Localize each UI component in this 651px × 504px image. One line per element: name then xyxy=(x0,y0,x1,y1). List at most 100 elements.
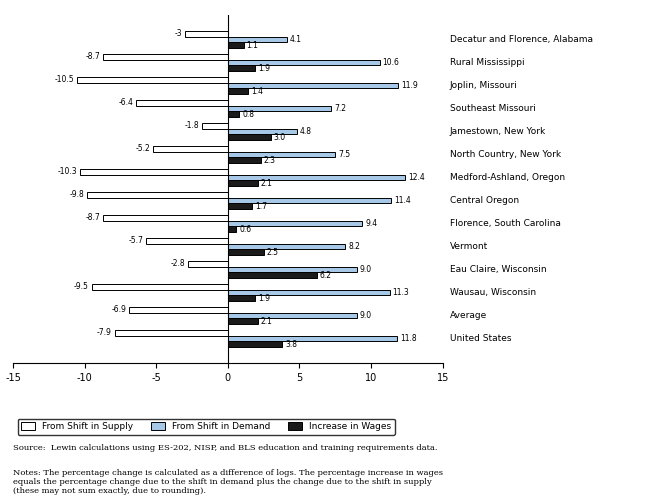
Text: 11.8: 11.8 xyxy=(400,334,417,343)
Text: Average: Average xyxy=(450,311,487,320)
Bar xyxy=(104,215,228,221)
Bar xyxy=(228,312,357,319)
Text: Decatur and Florence, Alabama: Decatur and Florence, Alabama xyxy=(450,35,593,44)
Text: -2.8: -2.8 xyxy=(171,259,185,268)
Text: 9.0: 9.0 xyxy=(359,311,372,320)
Text: Medford-Ashland, Oregon: Medford-Ashland, Oregon xyxy=(450,173,565,182)
Text: 11.3: 11.3 xyxy=(393,288,409,297)
Text: 3.8: 3.8 xyxy=(285,340,297,349)
Text: 1.4: 1.4 xyxy=(251,87,263,96)
Text: -1.8: -1.8 xyxy=(185,121,199,130)
Text: 6.2: 6.2 xyxy=(320,271,331,280)
Legend: From Shift in Supply, From Shift in Demand, Increase in Wages: From Shift in Supply, From Shift in Dema… xyxy=(18,418,395,435)
Bar xyxy=(185,31,228,37)
Text: 12.4: 12.4 xyxy=(408,173,425,182)
Bar xyxy=(80,169,228,174)
Text: -6.9: -6.9 xyxy=(111,305,126,314)
Text: Florence, South Carolina: Florence, South Carolina xyxy=(450,219,561,228)
Text: 1.7: 1.7 xyxy=(255,202,267,211)
Bar xyxy=(228,88,248,94)
Bar xyxy=(146,238,228,243)
Text: -5.2: -5.2 xyxy=(136,144,150,153)
Bar xyxy=(228,66,255,71)
Text: Wausau, Wisconsin: Wausau, Wisconsin xyxy=(450,288,536,297)
Text: Rural Mississippi: Rural Mississippi xyxy=(450,58,525,67)
Bar xyxy=(228,198,391,204)
Bar xyxy=(228,59,380,66)
Text: 7.2: 7.2 xyxy=(334,104,346,113)
Text: 10.6: 10.6 xyxy=(383,58,400,67)
Bar xyxy=(154,146,228,152)
Bar xyxy=(228,106,331,111)
Bar xyxy=(228,221,363,226)
Text: -6.4: -6.4 xyxy=(118,98,133,107)
Text: 11.4: 11.4 xyxy=(394,196,411,205)
Text: 4.1: 4.1 xyxy=(290,35,301,44)
Bar xyxy=(228,152,335,157)
Text: 1.9: 1.9 xyxy=(258,64,270,73)
Bar xyxy=(228,290,390,295)
Text: Vermont: Vermont xyxy=(450,242,488,251)
Text: 11.9: 11.9 xyxy=(401,81,418,90)
Text: 0.6: 0.6 xyxy=(240,225,251,234)
Text: North Country, New York: North Country, New York xyxy=(450,150,561,159)
Bar xyxy=(77,77,228,83)
Text: 2.3: 2.3 xyxy=(264,156,275,165)
Bar xyxy=(129,307,228,312)
Text: -8.7: -8.7 xyxy=(86,213,100,222)
Text: 9.4: 9.4 xyxy=(365,219,378,228)
Text: -3: -3 xyxy=(174,29,182,38)
Text: Notes: The percentage change is calculated as a difference of logs. The percenta: Notes: The percentage change is calculat… xyxy=(13,469,443,495)
Text: 9.0: 9.0 xyxy=(359,265,372,274)
Text: -8.7: -8.7 xyxy=(86,52,100,61)
Bar xyxy=(228,157,261,163)
Text: -9.8: -9.8 xyxy=(70,190,85,199)
Bar xyxy=(136,100,228,106)
Text: 2.1: 2.1 xyxy=(261,317,273,326)
Bar xyxy=(228,37,286,42)
Text: 4.8: 4.8 xyxy=(299,127,311,136)
Text: Eau Claire, Wisconsin: Eau Claire, Wisconsin xyxy=(450,265,546,274)
Bar xyxy=(228,111,240,117)
Bar xyxy=(228,295,255,301)
Text: -10.5: -10.5 xyxy=(55,75,75,84)
Text: Southeast Missouri: Southeast Missouri xyxy=(450,104,536,113)
Text: -7.9: -7.9 xyxy=(97,328,112,337)
Bar xyxy=(228,226,236,232)
Bar xyxy=(228,341,283,347)
Text: Joplin, Missouri: Joplin, Missouri xyxy=(450,81,518,90)
Text: 0.8: 0.8 xyxy=(242,110,254,119)
Bar xyxy=(228,249,264,255)
Bar xyxy=(87,192,228,198)
Bar xyxy=(228,272,316,278)
Bar xyxy=(228,83,398,88)
Bar xyxy=(228,243,345,249)
Text: -5.7: -5.7 xyxy=(128,236,143,245)
Text: 8.2: 8.2 xyxy=(348,242,360,251)
Text: -10.3: -10.3 xyxy=(58,167,77,176)
Text: 2.5: 2.5 xyxy=(266,248,279,257)
Bar xyxy=(92,284,228,290)
Bar xyxy=(202,123,228,129)
Bar xyxy=(228,336,397,341)
Bar xyxy=(228,180,258,186)
Bar xyxy=(104,54,228,59)
Bar xyxy=(228,267,357,272)
Text: Source:  Lewin calculations using ES-202, NISP, and BLS education and training r: Source: Lewin calculations using ES-202,… xyxy=(13,444,437,452)
Bar xyxy=(228,135,271,140)
Bar xyxy=(228,42,243,48)
Text: Jamestown, New York: Jamestown, New York xyxy=(450,127,546,136)
Text: 1.9: 1.9 xyxy=(258,294,270,303)
Text: United States: United States xyxy=(450,334,511,343)
Bar xyxy=(228,129,297,135)
Bar xyxy=(228,319,258,324)
Text: Central Oregon: Central Oregon xyxy=(450,196,519,205)
Bar xyxy=(228,174,406,180)
Bar xyxy=(187,261,228,267)
Bar xyxy=(115,330,228,336)
Text: -9.5: -9.5 xyxy=(74,282,89,291)
Text: 1.1: 1.1 xyxy=(247,41,258,50)
Bar xyxy=(228,204,252,209)
Text: 3.0: 3.0 xyxy=(273,133,286,142)
Text: 7.5: 7.5 xyxy=(338,150,350,159)
